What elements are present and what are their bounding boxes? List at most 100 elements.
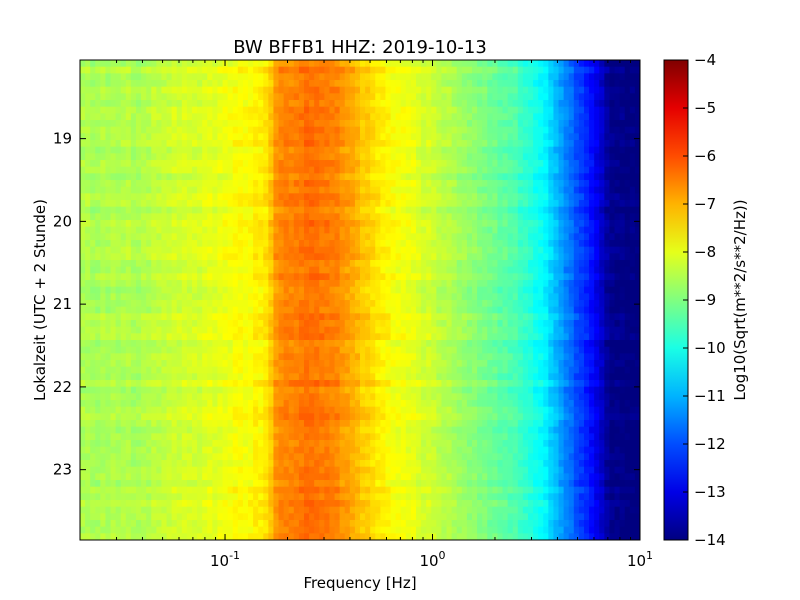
heatmap-cell [298,420,305,428]
heatmap-cell [125,480,132,488]
heatmap-cell [105,273,112,281]
heatmap-cell [421,353,427,361]
heatmap-cell [130,360,137,368]
heatmap-cell [288,240,295,248]
heatmap-cell [176,426,183,434]
heatmap-cell [186,286,193,294]
heatmap-cell [304,120,310,128]
heatmap-cell [319,166,325,174]
heatmap-cell [400,353,407,361]
heatmap-cell [410,433,417,441]
heatmap-cell [278,400,285,408]
heatmap-cell [263,346,269,354]
heatmap-cell [120,273,127,281]
heatmap-cell [339,413,346,421]
heatmap-cell [161,433,168,441]
heatmap-cell [354,193,361,201]
heatmap-cell [416,340,422,348]
heatmap-cell [85,433,91,441]
heatmap-cell [248,306,254,314]
heatmap-cell [421,113,427,121]
heatmap-cell [334,513,341,521]
heatmap-cell [298,373,305,381]
heatmap-cell [156,326,163,334]
heatmap-cell [217,306,224,314]
heatmap-cell [202,133,208,141]
heatmap-cell [380,446,387,454]
heatmap-cell [171,300,178,308]
heatmap-cell [354,313,361,321]
heatmap-cell [192,460,198,468]
heatmap-cell [80,360,86,368]
heatmap-cell [349,320,356,328]
heatmap-cell [329,233,336,241]
heatmap-cell [334,120,341,128]
heatmap-cell [375,206,381,214]
heatmap-cell [360,226,366,234]
heatmap-cell [212,386,219,394]
heatmap-cell [186,500,193,508]
heatmap-cell [156,146,163,154]
heatmap-cell [380,253,387,261]
heatmap-cell [278,113,285,121]
heatmap-cell [171,386,178,394]
heatmap-cell [324,340,331,348]
heatmap-cell [248,186,254,194]
heatmap-cell [339,166,346,174]
heatmap-cell [115,206,122,214]
heatmap-cell [100,253,107,261]
heatmap-cell [253,380,259,388]
heatmap-cell [360,386,366,394]
heatmap-cell [334,100,341,108]
heatmap-cell [283,120,290,128]
heatmap-cell [212,340,219,348]
heatmap-cell [324,73,331,81]
heatmap-cell [207,493,213,501]
heatmap-cell [410,353,417,361]
heatmap-cell [171,346,178,354]
heatmap-cell [237,486,244,494]
heatmap-cell [141,506,147,514]
heatmap-cell [130,260,137,268]
heatmap-cell [100,226,107,234]
heatmap-cell [146,186,152,194]
heatmap-cell [334,506,341,514]
heatmap-cell [186,233,193,241]
heatmap-cell [319,300,325,308]
heatmap-cell [339,400,346,408]
heatmap-cell [90,413,96,421]
heatmap-cell [146,386,152,394]
heatmap-cell [405,440,412,448]
heatmap-cell [298,206,305,214]
heatmap-cell [344,133,351,141]
heatmap-cell [426,166,432,174]
heatmap-cell [95,253,101,261]
heatmap-cell [400,246,407,254]
heatmap-cell [242,420,249,428]
heatmap-cell [125,506,132,514]
heatmap-cell [171,453,178,461]
heatmap-cell [304,286,310,294]
heatmap-cell [426,520,432,528]
heatmap-cell [405,513,412,521]
heatmap-cell [237,346,244,354]
heatmap-cell [375,306,381,314]
heatmap-cell [431,186,437,194]
heatmap-cell [309,466,315,474]
heatmap-cell [344,506,351,514]
heatmap-cell [365,146,371,154]
heatmap-cell [421,73,427,81]
heatmap-cell [365,120,371,128]
heatmap-cell [171,73,178,81]
heatmap-cell [141,320,147,328]
heatmap-cell [110,213,117,221]
heatmap-cell [400,453,407,461]
heatmap-cell [197,420,203,428]
heatmap-cell [171,120,178,128]
heatmap-cell [242,140,249,148]
heatmap-cell [222,213,229,221]
heatmap-cell [95,486,101,494]
heatmap-cell [110,366,117,374]
heatmap-cell [385,180,392,188]
heatmap-cell [90,320,96,328]
